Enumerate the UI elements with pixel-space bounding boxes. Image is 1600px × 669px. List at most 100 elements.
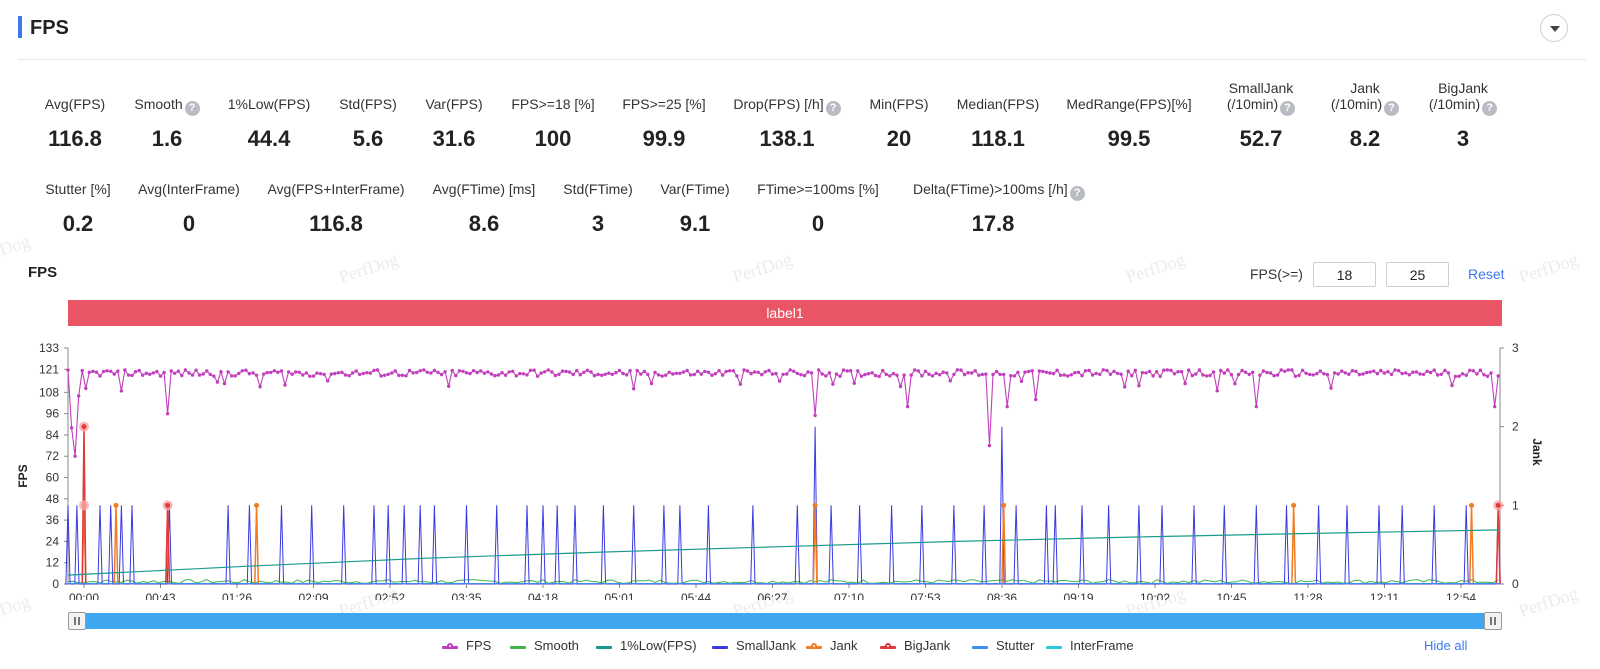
fps-point [745,369,750,373]
fps-point [1005,404,1009,409]
fps-point [788,368,792,372]
fps-point [503,373,508,377]
fps-point [507,370,511,374]
metric-value: 20 [886,126,912,151]
fps-point [1190,373,1195,378]
metric-label: Median(FPS) [956,96,1040,112]
fps-point [1421,372,1426,377]
help-icon[interactable]: ? [1482,101,1498,116]
help-icon[interactable]: ? [825,101,841,116]
fps-threshold-high-input[interactable] [1386,262,1449,287]
fps-point [639,372,643,376]
fps-point [1343,371,1347,375]
fps-point [1382,371,1387,375]
help-icon[interactable]: ? [1069,186,1085,201]
fps-point [354,369,358,373]
label-band[interactable]: label1 [68,300,1502,326]
fps-point [514,374,518,378]
fps-point [173,371,177,375]
fps-point [343,373,348,377]
fps-point [375,368,380,372]
fps-point [1158,374,1162,379]
jank-point [113,502,119,508]
jank-spike [1291,505,1297,585]
slider-left-handle[interactable] [68,612,86,630]
fps-threshold-low-input[interactable] [1313,262,1376,287]
fps-point [585,368,590,372]
fps-point [760,373,764,377]
time-range-slider[interactable] [68,612,1502,630]
fps-point [671,372,675,376]
fps-point [276,370,280,374]
fps-point [785,372,789,376]
metric-label: Std(FTime) [563,181,633,197]
fps-point [567,370,572,374]
slider-right-handle[interactable] [1484,612,1502,630]
bigjank-halo [79,500,90,511]
fps-point [902,373,906,377]
fps-point [948,379,952,383]
fps-point [165,412,170,416]
fps-point [1318,369,1323,373]
fps-point [1404,371,1408,375]
fps-point [1172,372,1177,376]
fps-point [443,370,447,374]
fps-point [781,372,785,377]
fps-point [1183,381,1187,386]
fps-point [486,370,490,374]
fps-point [656,373,661,377]
help-icon[interactable]: ? [184,101,200,116]
fps-point [479,369,483,373]
reset-button[interactable]: Reset [1468,266,1505,282]
fps-point [1147,369,1152,374]
fps-point [500,371,504,375]
metric-r1-6: FPS>=25 [%] 99.9 [584,96,744,151]
metric-value: 138.1 [759,126,815,151]
metric-label: Std(FPS) [339,96,397,112]
metric-label: 1%Low(FPS) [227,96,311,112]
fps-point [137,368,141,373]
fps-point [525,373,529,377]
fps-point [119,389,124,393]
jank-point [812,502,818,508]
fps-point [1485,374,1490,378]
y-tick-label: 96 [46,407,60,421]
metric-r1-12: Jank (/10min)? 8.2 [1285,80,1445,151]
y2-tick-label: 1 [1512,498,1519,512]
fps-point [543,370,547,374]
fps-point [1229,373,1234,377]
fps-point [749,371,753,376]
fps-point [1187,368,1191,372]
fps-point [841,368,846,372]
metric-r2-3: Avg(FTime) [ms] 8.6 [404,181,564,236]
fps-point [425,370,429,374]
fps-point [144,371,148,375]
fps-point [1058,373,1063,377]
fps-point [1197,368,1202,372]
collapse-toggle-icon[interactable] [1540,14,1568,42]
hide-all-button[interactable]: Hide all [1424,638,1468,653]
fps-point [856,369,860,373]
fps-point [105,369,109,373]
fps-point [1051,371,1056,376]
fps-point [1062,373,1066,377]
fps-point [1165,368,1170,372]
help-icon[interactable]: ? [1384,101,1400,116]
fps-point [1108,372,1113,376]
fps-point [1489,371,1493,375]
fps-point [496,373,501,377]
fps-point [98,374,102,378]
metric-value: 0 [182,211,196,236]
fps-point [290,372,294,376]
fps-point [461,369,465,373]
metric-r1-2: 1%Low(FPS) 44.4 [189,96,349,151]
metric-label: SmallJank (/10min)? [1226,80,1296,116]
fps-point [913,368,917,372]
fps-point [1308,372,1312,377]
fps-filter-label: FPS(>=) [1250,266,1303,282]
fps-point [333,371,337,376]
fps-point [80,368,84,373]
help-icon[interactable]: ? [1280,101,1296,116]
fps-point [738,382,743,386]
